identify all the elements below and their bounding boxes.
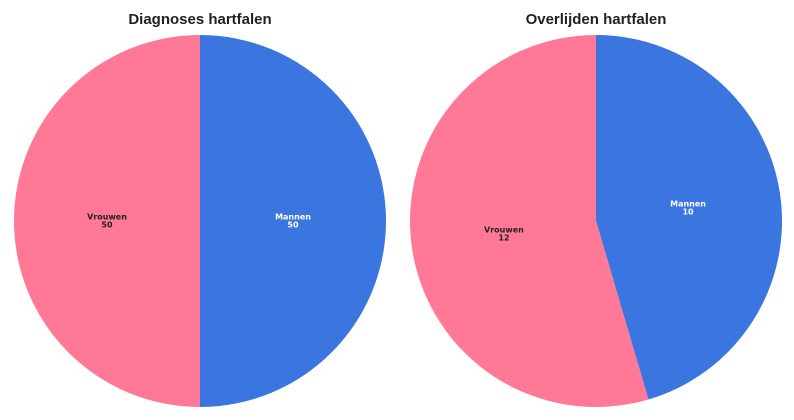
slice-label: Vrouwen xyxy=(484,226,524,235)
slice-value: 50 xyxy=(101,221,113,230)
slice-label: Mannen xyxy=(670,199,706,208)
chart-title: Overlijden hartfalen xyxy=(526,11,667,28)
slice-label: Mannen xyxy=(275,213,311,222)
slice-value: 50 xyxy=(287,221,299,230)
pie-slice xyxy=(409,35,649,408)
pie-slice xyxy=(14,35,200,407)
pie-slice xyxy=(200,35,386,407)
slice-value: 10 xyxy=(682,207,694,216)
slice-label: Vrouwen xyxy=(87,213,127,222)
slice-value: 12 xyxy=(498,234,509,243)
chart-title: Diagnoses hartfalen xyxy=(128,11,271,28)
pie-slice xyxy=(596,35,782,400)
